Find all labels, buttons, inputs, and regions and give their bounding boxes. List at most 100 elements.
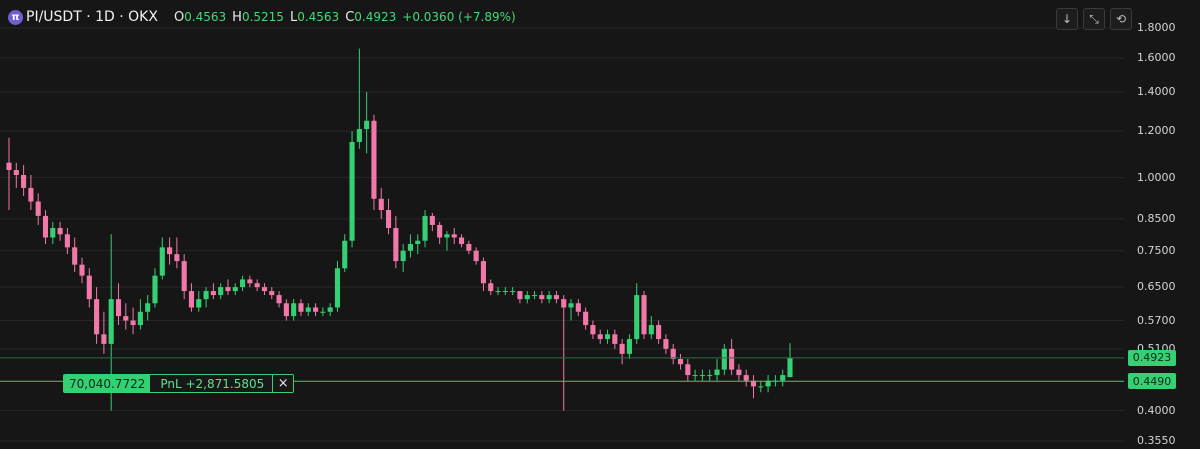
candle-body [334,268,341,308]
candle-body [699,375,705,377]
candle-body [656,325,662,340]
candle-body [79,264,85,276]
candle-body [298,303,304,312]
candle-body [283,303,289,317]
candle-body [415,240,421,245]
refresh-icon[interactable]: ⟲ [1110,8,1132,30]
candle-body [320,311,326,313]
candle-body [729,348,735,370]
candle-body [575,303,581,312]
candle-body [604,334,611,340]
candle-body [553,295,559,300]
candle-body [677,359,684,365]
price-tick-label: 1.0000 [1137,170,1176,184]
candle-body [780,375,786,381]
price-tick-label: 1.6000 [1137,50,1176,64]
symbol-title: PI/USDT · 1D · OKX [26,9,158,25]
candle-body [210,291,216,296]
candle-body [94,299,100,335]
candle-body [393,228,399,262]
candle-body [35,201,41,216]
candle-body [364,120,370,130]
candle-body [619,343,625,354]
download-icon[interactable]: ↓ [1056,8,1078,30]
candle-body [466,244,472,251]
candle-body [247,279,253,284]
candle-body [240,279,246,288]
candle-body [225,287,231,292]
price-tick-label: 0.3550 [1137,434,1176,447]
price-tick-label: 0.8500 [1137,211,1176,225]
candle-body [583,311,589,326]
candle-body [488,283,494,292]
close-value: 0.4923 [354,10,397,24]
candle-body [612,334,618,344]
price-tick-label: 1.4000 [1137,84,1176,98]
position-quantity: 70,040.7722 [64,375,151,392]
high-label: H [232,9,242,25]
candle-body [305,307,311,312]
candle-body [327,307,333,312]
candle-body [546,295,552,300]
candle-body [356,129,362,142]
candle-body [188,291,195,308]
candle-body [196,299,202,308]
candle-body [568,303,574,308]
candle-body [378,198,384,211]
candle-body [597,334,603,340]
candle-body [648,325,654,335]
close-label: C [345,9,355,25]
price-tick-label: 0.4000 [1137,403,1176,417]
price-tick-label: 1.2000 [1137,124,1176,138]
candle-body [670,348,676,360]
close-position-icon[interactable]: × [272,375,294,392]
candle-body [145,303,151,312]
candle-body [422,215,428,241]
candle-body [261,287,268,292]
candle-body [203,291,209,300]
candle-body [502,291,508,293]
candle-body [736,369,742,376]
candle-body [641,295,647,335]
candle-body [115,299,122,317]
candle-body [480,261,486,284]
position-line-label[interactable]: 70,040.7722 PnL +2,871.5805 × [63,374,295,393]
candle-body [743,375,749,381]
candle-body [72,247,78,265]
candle-body [787,357,793,378]
candle-body [517,291,523,300]
candle-body [444,234,450,238]
candle-body [269,291,275,296]
candle-body [57,228,63,235]
open-value: 0.4563 [184,10,227,24]
candle-body [707,375,713,377]
candle-body [663,339,669,349]
candle-body [6,162,12,171]
candle-body [437,224,443,238]
candle-body [13,170,19,176]
chart-toolbar: ↓ ⤡ ⟲ [1056,8,1132,30]
price-tick-label: 0.5700 [1137,313,1176,327]
candle-body [371,120,377,199]
candle-body [765,380,771,387]
low-value: 0.4563 [297,10,340,24]
candle-body [758,386,764,388]
price-tick-label: 1.8000 [1137,21,1176,34]
price-tick-label: 0.7500 [1137,243,1176,257]
pi-logo-icon: π [8,9,23,25]
candle-body [159,247,165,276]
open-label: O [173,9,185,25]
candle-body [531,295,538,297]
candle-body [750,380,757,387]
candle-body [400,250,406,262]
candle-body [626,339,632,354]
candle-body [64,234,70,248]
collapse-icon[interactable]: ⤡ [1083,8,1105,30]
symbol-header: π PI/USDT · 1D · OKX O 0.4563 H 0.5215 L 0.… [8,7,516,27]
candle-body [174,254,180,262]
candle-body [458,237,465,245]
candle-body [218,287,224,296]
candle-body [108,299,114,344]
